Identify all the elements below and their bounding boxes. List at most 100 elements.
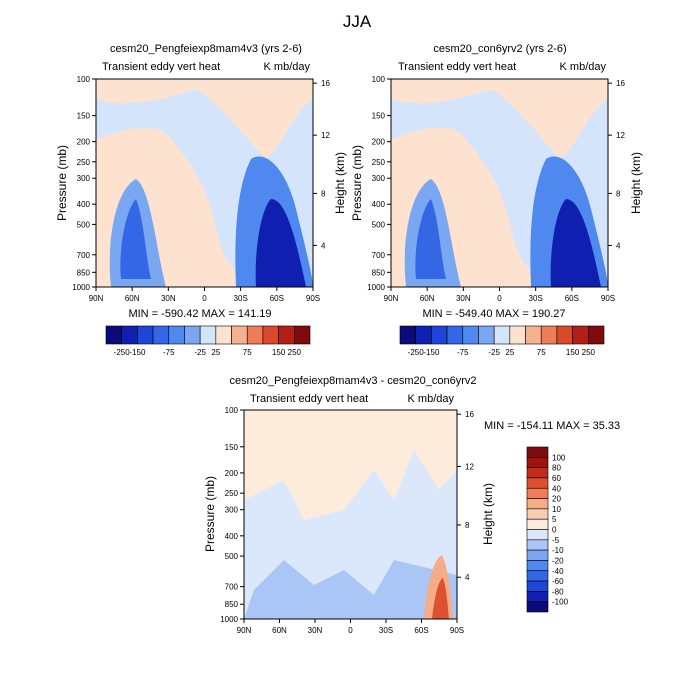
y-tick-label: 200 [225,469,239,478]
colorbar-swatch [572,325,589,345]
colorbar-label: 250 [582,348,596,357]
colorbar-swatch [478,325,495,345]
colorbar-swatch [526,487,549,499]
colorbar-label: 5 [552,515,557,524]
colorbar-label: -100 [552,598,569,607]
colorbar-swatch [105,325,122,345]
y-tick-label: 300 [225,506,239,515]
colorbar-label: -75 [163,348,175,357]
y-tick-label: 250 [77,158,91,167]
y-tick-label: 150 [225,443,239,452]
colorbar-label: 25 [211,348,220,357]
colorbar-label: -40 [552,567,564,576]
colorbar-swatch [525,325,542,345]
panel-1-x-ticks: 90N 60N 30N 0 30S 60S 90S [89,287,320,303]
panel-3-ylabel-right: Height (km) [481,483,495,545]
panel-3-x-ticks: 90N 60N 30N 0 30S 60S 90S [237,619,464,635]
y-tick-label: 500 [77,220,91,229]
colorbar-swatch [137,325,154,345]
panel-2-x-ticks: 90N 60N 30N 0 30S 60S 90S [384,287,615,303]
colorbar-swatch [121,325,138,345]
colorbar-label: 0 [552,526,557,535]
panel-3-y-ticks: 100 150 200 250 300 400 500 700 850 1000 [220,406,244,624]
x-tick-label: 90N [89,294,104,303]
panel-2-y-ticks-right: 16 12 8 4 [608,79,625,250]
colorbar-label: -250 [408,348,425,357]
x-tick-label: 30N [308,626,323,635]
colorbar-label: -5 [552,536,560,545]
panel-2-colorbar: -250 -150 -75 -25 25 75 150 250 [399,325,605,357]
y-tick-label: 500 [225,552,239,561]
x-tick-label: 30S [529,294,543,303]
panel-1-subtitle-left: Transient eddy vert heat [102,61,220,73]
colorbar-swatch [462,325,479,345]
panel-2-stats: MIN = -549.40 MAX = 190.27 [422,308,565,320]
colorbar-swatch [231,325,248,345]
panel-3-band-positive-strong [432,578,449,619]
x-tick-label: 60N [125,294,140,303]
colorbar-swatch [526,560,549,572]
panel-1-ylabel: Pressure (mb) [55,145,69,221]
y-tick-label: 250 [225,489,239,498]
panel-3: cesm20_Pengfeiexp8mam4v3 - cesm20_con6yr… [203,375,620,635]
colorbar-swatch [278,325,295,345]
y-tick-label: 700 [225,583,239,592]
colorbar-label: 25 [505,348,514,357]
y-tick-label: 100 [77,75,91,84]
y-right-tick-label: 4 [616,241,621,250]
colorbar-swatch [526,518,549,530]
panel-1-subtitle-right: K mb/day [264,61,311,73]
panel-1-colorbar: -250 -150 -75 -25 25 75 150 250 [105,325,311,357]
x-tick-label: 90N [384,294,399,303]
x-tick-label: 90S [450,626,464,635]
colorbar-label: -250 [114,348,131,357]
y-tick-label: 150 [372,112,386,121]
colorbar-label: 150 [566,348,580,357]
colorbar-label: -150 [129,348,146,357]
colorbar-label: 150 [272,348,286,357]
y-tick-label: 100 [225,406,239,415]
panel-2-ylabel: Pressure (mb) [350,145,364,221]
colorbar-swatch [526,549,549,561]
y-tick-label: 200 [77,138,91,147]
colorbar-swatch [215,325,232,345]
colorbar-label: -25 [488,348,500,357]
colorbar-label: 75 [243,348,252,357]
x-tick-label: 90S [306,294,320,303]
panel-1-ylabel-right: Height (km) [333,152,347,214]
x-tick-label: 90S [601,294,615,303]
y-right-tick-label: 8 [321,189,326,198]
x-tick-label: 0 [497,294,502,303]
colorbar-swatch [526,498,549,510]
x-tick-label: 30N [161,294,176,303]
colorbar-swatch [246,325,264,345]
colorbar-swatch [294,325,311,345]
y-tick-label: 250 [372,158,386,167]
colorbar-swatch [199,325,217,345]
y-tick-label: 200 [372,138,386,147]
colorbar-label: -75 [457,348,469,357]
colorbar-swatch [262,325,279,345]
colorbar-swatch [526,580,549,592]
colorbar-label: -10 [552,546,564,555]
colorbar-label: 80 [552,464,561,473]
colorbar-swatch [526,529,549,541]
y-right-tick-label: 4 [465,573,470,582]
colorbar-label: 100 [552,453,566,462]
colorbar-label: 75 [537,348,546,357]
x-tick-label: 30N [456,294,471,303]
panel-1-y-ticks: 100 150 200 250 300 400 500 700 850 1000 [72,75,96,292]
colorbar-swatch [431,325,448,345]
panel-2-plot [390,78,609,288]
colorbar-label: -25 [194,348,206,357]
colorbar-swatch [526,467,549,479]
colorbar-swatch [526,601,549,613]
colorbar-swatch [526,570,549,582]
x-tick-label: 60S [270,294,284,303]
panel-2-title: cesm20_con6yrv2 (yrs 2-6) [433,43,566,55]
y-tick-label: 300 [372,174,386,183]
colorbar-label: 250 [288,348,302,357]
y-tick-label: 300 [77,174,91,183]
y-tick-label: 1000 [367,283,385,292]
colorbar-swatch [526,591,549,602]
